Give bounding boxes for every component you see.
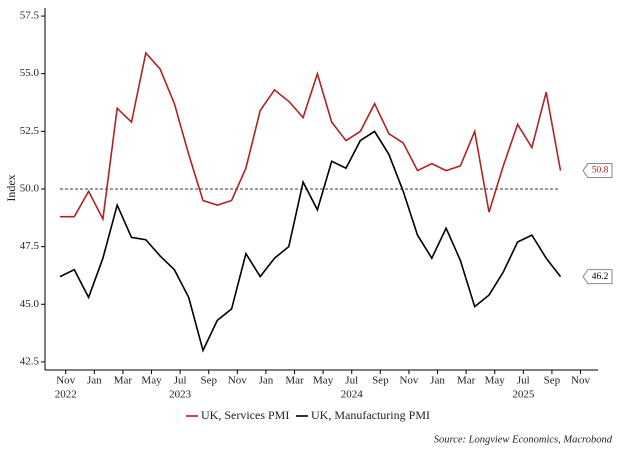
y-axis-label: Index	[4, 174, 18, 201]
end-label-box	[582, 163, 613, 179]
x-tick-label: Sep	[200, 375, 217, 387]
y-tick-label: 47.5	[20, 240, 40, 252]
x-tick-label: Sep	[544, 375, 561, 387]
x-year-label: 2022	[55, 389, 77, 401]
x-tick-label: Mar	[114, 375, 133, 387]
line-series	[60, 51, 562, 222]
y-tick-label: 57.5	[20, 10, 40, 22]
end-label: 50.8	[592, 166, 609, 176]
x-tick-label: Nov	[571, 375, 590, 387]
x-tick-label: May	[313, 375, 334, 387]
x-tick-label: May	[141, 375, 162, 387]
x-tick-label: Nov	[228, 375, 247, 387]
x-tick-label: Mar	[457, 375, 476, 387]
x-tick-label: Nov	[56, 375, 75, 387]
legend-label: UK, Services PMI	[201, 408, 289, 422]
x-tick-label: Jul	[345, 375, 358, 387]
x-tick-label: Jan	[430, 375, 445, 387]
x-tick-label: Jul	[517, 375, 530, 387]
x-year-label: 2025	[512, 389, 535, 401]
line-series	[59, 130, 562, 353]
y-tick-label: 50.0	[20, 183, 40, 195]
x-tick-label: Sep	[372, 375, 389, 387]
x-tick-label: Jan	[259, 375, 274, 387]
source: Source: Longview Economics, Macrobond	[434, 434, 613, 445]
x-tick-label: May	[485, 375, 506, 387]
x-year-label: 2023	[169, 389, 192, 401]
x-tick-label: Jan	[87, 375, 102, 387]
x-tick-label: Mar	[285, 375, 304, 387]
x-tick-label: Jul	[174, 375, 187, 387]
y-tick-label: 52.5	[20, 125, 40, 137]
y-tick-label: 42.5	[20, 355, 40, 367]
end-label-box	[582, 269, 613, 285]
x-tick-label: Nov	[399, 375, 418, 387]
legend-label: UK, Manufacturing PMI	[311, 408, 430, 422]
x-year-label: 2024	[341, 389, 364, 401]
y-tick-label: 45.0	[20, 298, 40, 310]
end-label: 46.2	[592, 272, 609, 282]
y-tick-label: 55.0	[20, 67, 40, 79]
